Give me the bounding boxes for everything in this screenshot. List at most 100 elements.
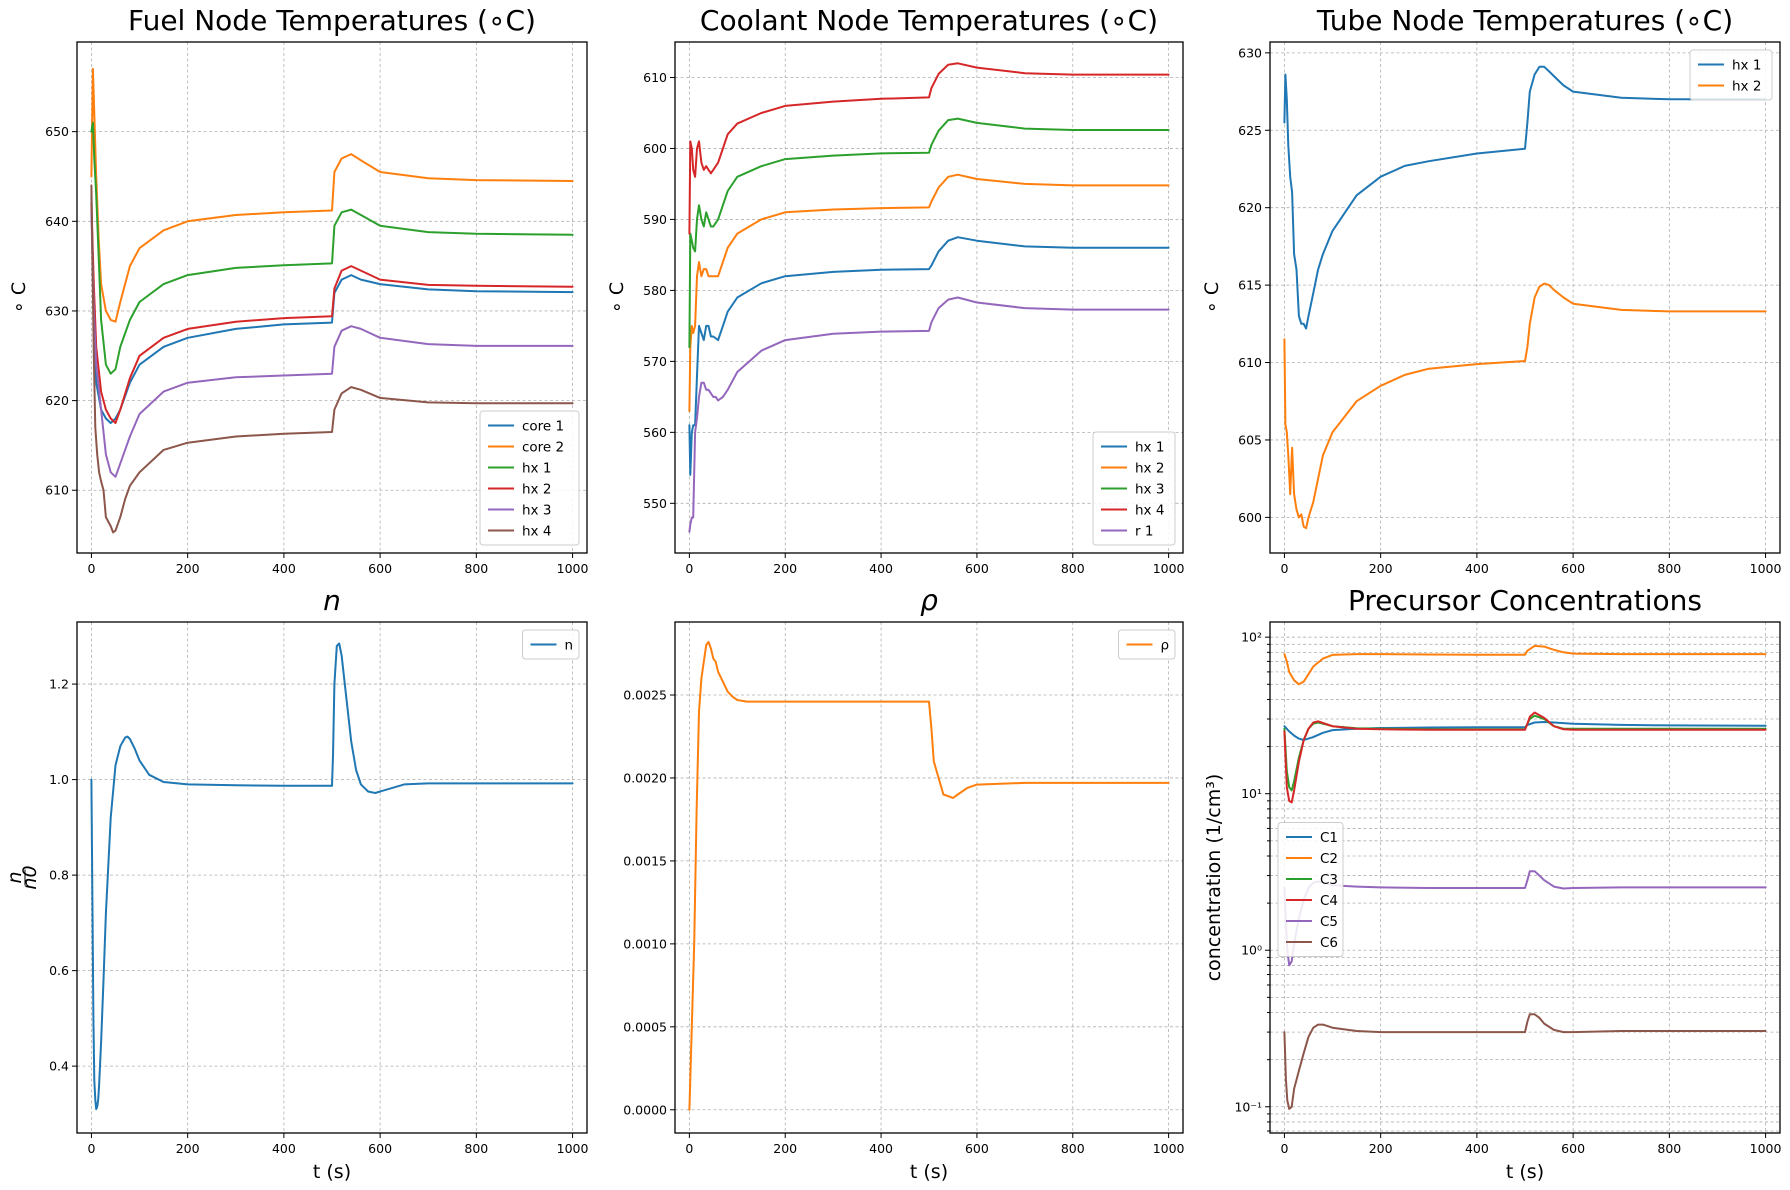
- series-line-n: [90, 642, 574, 1111]
- panel-coolant-temperatures: 0 200 400 600 800 1000 550 560 570 580 590 600 610 Co…: [606, 4, 1185, 576]
- x-tick-label: 0: [87, 561, 95, 576]
- x-tick-label: 800: [1061, 561, 1085, 576]
- legend-label-c1: C1: [1320, 830, 1338, 846]
- y-tick-label: 0.4: [49, 1059, 69, 1074]
- series-line-c4: [1283, 711, 1767, 804]
- legend-label-n: n: [565, 638, 574, 654]
- legend: C1 C2 C3 C4 C5 C6: [1277, 822, 1344, 957]
- y-tick-label: 1.2: [49, 677, 69, 692]
- panel-fuel-temperatures: 0 200 400 600 800 1000 610 620 630 640 650 Fuel Nod…: [8, 4, 589, 576]
- plot-frame: [674, 41, 1184, 554]
- y-axis-label: ∘ C: [1201, 282, 1223, 313]
- grid: [1270, 42, 1780, 553]
- y-tick-label: 620: [1238, 200, 1262, 215]
- y-tick-label: 610: [45, 483, 69, 498]
- legend-label-core-2: core 2: [522, 440, 564, 456]
- series-line-hx-4: [90, 184, 574, 534]
- y-tick-label: 610: [643, 70, 667, 85]
- series-group: [90, 642, 574, 1111]
- y-tick-label: 640: [45, 214, 69, 229]
- y-tick-label: 605: [1238, 432, 1262, 447]
- x-tick-label: 400: [272, 561, 296, 576]
- grid: [675, 622, 1183, 1133]
- x-tick-label: 400: [272, 1141, 296, 1156]
- legend: ρ: [1118, 629, 1176, 660]
- series-line-series: [688, 640, 1170, 1111]
- legend-label-c5: C5: [1320, 914, 1338, 930]
- legend-label-hx-3: hx 3: [522, 503, 551, 519]
- series-line-hx-2: [90, 202, 574, 424]
- legend-box: [1689, 49, 1773, 101]
- legend-label-hx-3: hx 3: [1135, 482, 1164, 498]
- y-axis-label: concentration (1/cm³): [1203, 774, 1225, 982]
- panel-tube-temperatures: 0 200 400 600 800 1000 600 605 610 615 620 625 630 Tu…: [1201, 4, 1782, 576]
- y-tick-label: 10¹: [1241, 786, 1262, 801]
- series-group: [90, 67, 574, 534]
- x-tick-label: 0: [1280, 1141, 1288, 1156]
- series-line-hx-2: [1283, 282, 1767, 530]
- x-tick-label: 1000: [1153, 561, 1185, 576]
- x-tick-label: 400: [869, 561, 893, 576]
- x-tick-label: 200: [1369, 1141, 1393, 1156]
- series-line-r-1: [688, 296, 1170, 533]
- series-line-c5: [1283, 870, 1767, 967]
- legend: hx 1 hx 2 hx 3 hx 4 r 1: [1092, 431, 1176, 546]
- x-tick-label: 1000: [557, 561, 589, 576]
- grid: [1270, 622, 1780, 1133]
- x-tick-label: 600: [965, 561, 989, 576]
- y-tick-label: 625: [1238, 123, 1262, 138]
- y-tick-label: 0.8: [49, 868, 69, 883]
- y-axis-label: ∘ C: [8, 282, 30, 313]
- y-tick-label: 550: [643, 496, 667, 511]
- legend-label-hx-4: hx 4: [1135, 503, 1164, 519]
- y-tick-label: 10⁻¹: [1234, 1099, 1262, 1114]
- plot-frame: [1269, 621, 1781, 1134]
- legend-label-series: ρ: [1161, 638, 1170, 654]
- legend: n: [522, 629, 580, 660]
- x-tick-label: 0: [1280, 561, 1288, 576]
- y-tick-label: 0.0020: [623, 770, 667, 785]
- chart-title: Tube Node Temperatures (∘C): [1316, 4, 1733, 37]
- x-tick-label: 1000: [1750, 561, 1782, 576]
- y-tick-label: 1.0: [49, 772, 69, 787]
- y-tick-label: 570: [643, 354, 667, 369]
- legend-label-hx-1: hx 1: [1732, 58, 1761, 74]
- x-tick-label: 800: [1657, 561, 1681, 576]
- x-tick-label: 600: [1561, 561, 1585, 576]
- plot-frame: [76, 621, 588, 1134]
- x-tick-label: 200: [773, 1141, 797, 1156]
- plot-frame: [1269, 41, 1781, 554]
- chart-title: Coolant Node Temperatures (∘C): [700, 4, 1158, 37]
- legend-label-c6: C6: [1320, 935, 1338, 951]
- x-tick-label: 0: [87, 1141, 95, 1156]
- y-tick-label: 630: [45, 303, 69, 318]
- series-line-hx-1: [1283, 65, 1767, 330]
- x-tick-label: 600: [368, 561, 392, 576]
- panel-precursor-concentrations: 0 200 400 600 800 1000 10⁻¹ 10⁰ 10¹ 10² Precursor …: [1203, 584, 1782, 1183]
- y-axis-label-numerator: n: [4, 871, 26, 883]
- x-tick-label: 200: [176, 1141, 200, 1156]
- y-tick-label: 0.0015: [623, 853, 667, 868]
- series-line-c3: [1283, 714, 1767, 792]
- y-tick-label: 0.0010: [623, 936, 667, 951]
- series-line-hx-3: [90, 211, 574, 478]
- y-axis-label: nn0: [4, 865, 41, 889]
- chart-title: ρ: [920, 584, 938, 617]
- legend-label-r-1: r 1: [1135, 524, 1153, 540]
- y-tick-label: 630: [1238, 45, 1262, 60]
- chart-title: Precursor Concentrations: [1348, 584, 1702, 617]
- series-line-hx-3: [688, 117, 1170, 349]
- series-line-hx-2: [688, 173, 1170, 413]
- y-tick-label: 0.6: [49, 963, 69, 978]
- chart-title: n: [323, 584, 341, 617]
- y-tick-label: 10²: [1241, 630, 1262, 645]
- y-tick-label: 610: [1238, 355, 1262, 370]
- x-tick-label: 400: [1465, 1141, 1489, 1156]
- series-line-c2: [1283, 644, 1767, 686]
- plot-frame: [76, 41, 588, 554]
- x-tick-label: 200: [773, 561, 797, 576]
- series-line-c6: [1283, 1013, 1767, 1110]
- legend-label-hx-1: hx 1: [522, 461, 551, 477]
- y-tick-label: 650: [45, 124, 69, 139]
